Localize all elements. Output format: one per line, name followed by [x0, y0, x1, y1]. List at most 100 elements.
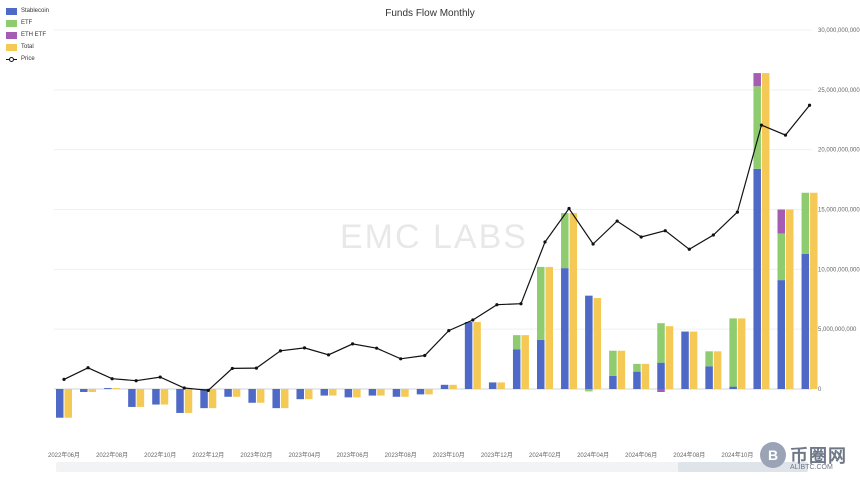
legend: Stablecoin ETF ETH ETF Total Price — [6, 5, 49, 65]
chart-title: Funds Flow Monthly — [385, 8, 475, 19]
bar-stablecoin — [416, 389, 425, 395]
bar-stablecoin — [561, 268, 569, 389]
bar-stablecoin — [128, 389, 136, 407]
x-tick-label: 2024年08月 — [673, 451, 705, 459]
legend-item-etf[interactable]: ETF — [6, 17, 49, 29]
x-tick-label: 2022年08月 — [96, 451, 128, 459]
bar-layer — [56, 73, 818, 418]
price-point — [182, 386, 186, 390]
price-point — [711, 233, 715, 237]
bar-total — [473, 321, 481, 389]
price-point — [567, 206, 571, 211]
legend-item-stablecoin[interactable]: Stablecoin — [6, 5, 49, 17]
logo-url: ALIBTC.COM — [790, 464, 833, 471]
y-tick-label: 15,000,000,000 — [818, 208, 860, 214]
bar-stablecoin — [80, 389, 88, 392]
bar-etf — [705, 351, 713, 367]
bar-total — [521, 335, 529, 389]
bar-total — [641, 363, 650, 389]
legend-item-total[interactable]: Total — [6, 41, 49, 53]
bar-total — [88, 389, 97, 392]
bar-stablecoin — [152, 389, 160, 405]
bar-etf — [753, 86, 761, 169]
x-tick-label: 2023年06月 — [337, 451, 369, 459]
y-tick-label: 5,000,000,000 — [818, 327, 857, 333]
bar-stablecoin — [320, 389, 329, 396]
bar-total — [545, 266, 553, 389]
watermark: EMC LABS — [340, 218, 528, 256]
bar-stablecoin — [368, 389, 377, 396]
zoom-slider-track[interactable] — [56, 462, 808, 472]
legend-item-eth-etf[interactable]: ETH ETF — [6, 29, 49, 41]
bar-etf — [512, 335, 521, 350]
legend-item-price[interactable]: Price — [6, 53, 49, 65]
x-tick-label: 2022年06月 — [48, 451, 80, 459]
bar-total — [136, 389, 145, 407]
x-tick-label: 2023年12月 — [481, 451, 513, 459]
bar-stablecoin — [657, 362, 665, 389]
price-point — [375, 346, 379, 350]
bar-stablecoin — [609, 375, 617, 389]
bar-total — [593, 298, 602, 389]
zoom-slider-handle[interactable] — [678, 462, 808, 472]
bar-total — [761, 73, 770, 389]
price-point — [230, 366, 234, 371]
price-point — [302, 346, 307, 350]
y-tick-label: 30,000,000,000 — [818, 28, 860, 34]
bar-stablecoin — [104, 388, 112, 389]
bar-total — [160, 389, 169, 405]
price-point — [399, 357, 403, 361]
logo-text: 币圈网 — [790, 446, 847, 466]
y-tick-label: 10,000,000,000 — [818, 267, 860, 273]
price-point — [423, 353, 427, 358]
x-tick-label: 2023年04月 — [288, 451, 320, 459]
bar-total — [713, 351, 722, 389]
bar-stablecoin — [801, 253, 810, 389]
bar-total — [810, 192, 818, 389]
bar-etf — [537, 266, 545, 340]
bar-etf — [729, 318, 737, 387]
bar-stablecoin — [440, 384, 449, 389]
price-point — [86, 366, 90, 370]
bar-eth-etf — [753, 73, 761, 87]
bar-total — [665, 326, 674, 389]
bar-stablecoin — [464, 321, 473, 389]
bar-stablecoin — [753, 168, 761, 389]
y-tick-label: 20,000,000,000 — [818, 148, 860, 154]
bar-total — [208, 389, 217, 409]
legend-swatch-etf — [6, 19, 17, 27]
bar-stablecoin — [56, 389, 64, 418]
x-tick-label: 2023年10月 — [433, 451, 465, 459]
bar-total — [256, 389, 265, 403]
logo-mark-icon: B — [760, 442, 786, 468]
price-point — [687, 247, 691, 251]
bar-etf — [609, 350, 617, 376]
y-tick-label: 25,000,000,000 — [818, 88, 860, 94]
bar-total — [617, 350, 626, 389]
price-point — [783, 133, 788, 137]
bar-stablecoin — [705, 366, 713, 389]
bar-stablecoin — [777, 280, 785, 389]
price-point — [254, 366, 258, 370]
price-point — [351, 342, 355, 346]
bar-total — [64, 389, 72, 418]
legend-swatch-price — [6, 56, 17, 63]
bar-etf — [561, 213, 569, 269]
bar-total — [353, 389, 361, 398]
bar-total — [377, 389, 385, 396]
legend-label: Price — [21, 56, 35, 62]
bar-total — [569, 213, 578, 389]
price-point — [471, 318, 475, 322]
legend-label: Stablecoin — [21, 8, 50, 14]
bar-stablecoin — [537, 339, 545, 389]
bar-total — [401, 389, 409, 397]
bar-etf — [801, 192, 810, 254]
price-point — [134, 379, 138, 383]
bar-total — [305, 389, 313, 400]
bar-stablecoin — [344, 389, 353, 398]
bar-stablecoin — [272, 389, 280, 409]
bar-stablecoin — [633, 371, 641, 389]
x-tick-label: 2023年02月 — [240, 451, 272, 459]
price-point — [639, 235, 643, 239]
